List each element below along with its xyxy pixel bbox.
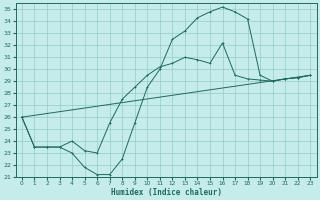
- X-axis label: Humidex (Indice chaleur): Humidex (Indice chaleur): [111, 188, 221, 197]
